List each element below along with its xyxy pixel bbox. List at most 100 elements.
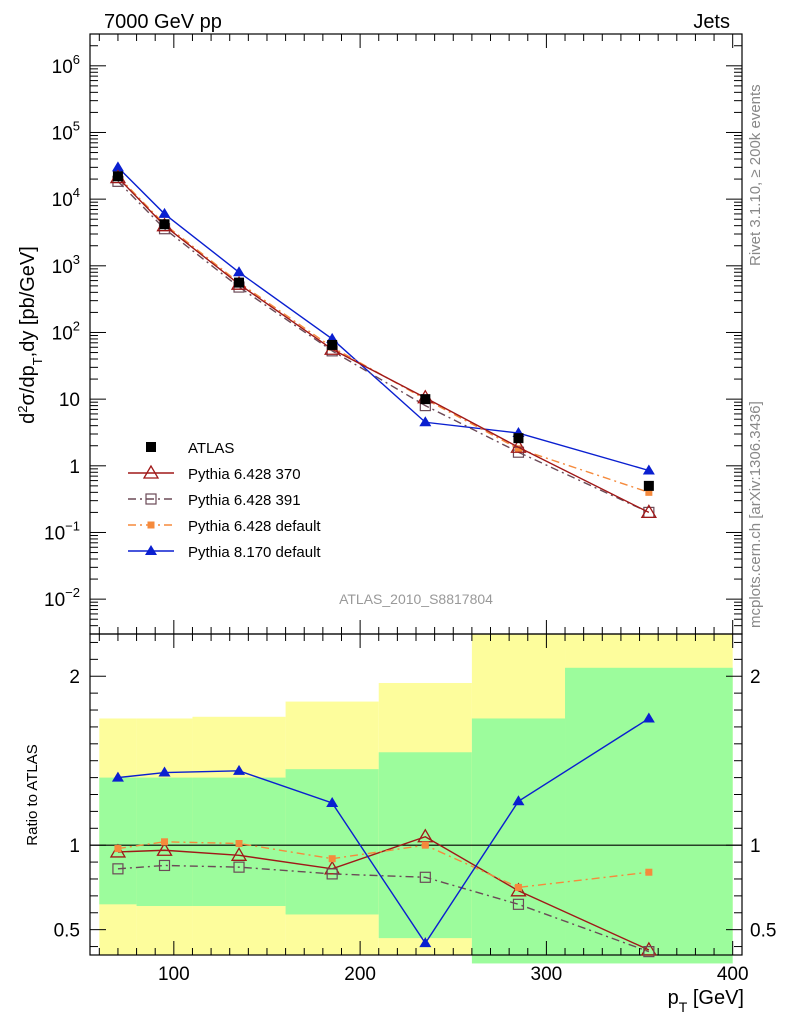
- ratio-series-p8def: [111, 712, 655, 948]
- series-line: [117, 177, 650, 514]
- band-inner: [565, 667, 733, 964]
- data-point: [326, 796, 339, 807]
- ratio-series-p391: [112, 859, 655, 958]
- legend-label: Pythia 6.428 391: [188, 492, 301, 509]
- legend-item-p370: Pythia 6.428 370: [128, 464, 301, 483]
- data-point: [145, 545, 157, 555]
- y-tick-label: 0.5: [750, 921, 776, 942]
- data-point: [512, 898, 525, 910]
- band-inner: [99, 777, 137, 905]
- data-point: [421, 841, 429, 849]
- legend-label: ATLAS: [188, 440, 234, 457]
- y-tick-label: 104: [52, 185, 80, 211]
- data-point: [230, 847, 248, 861]
- y-tick-label: 10: [59, 390, 80, 411]
- ratio-series-p6def: [114, 838, 653, 891]
- series-atlas: [112, 171, 654, 491]
- data-point: [147, 521, 155, 529]
- data-point: [327, 339, 338, 350]
- data-point: [233, 764, 246, 775]
- y-ticks-ratio: 0.5 0.5 1 1 2 2: [54, 641, 776, 948]
- y-axis-title-main: d2σ/dpT,dy [pb/GeV]: [15, 246, 45, 424]
- side-label-mcplots: mcplots.cern.ch [arXiv:1306.3436]: [747, 401, 764, 628]
- legend-label: Pythia 6.428 default: [188, 518, 321, 535]
- legend-label: Pythia 6.428 370: [188, 466, 301, 483]
- series-p8def: [111, 161, 655, 475]
- data-point: [420, 394, 431, 405]
- x-tick-label: 300: [531, 964, 563, 985]
- band-inner: [471, 718, 566, 964]
- plot-layers: 100 200 300 400 10−2 10−1 1 10 102 103 104 105 106 0.…: [44, 33, 776, 985]
- data-point: [161, 838, 169, 846]
- data-point: [234, 277, 245, 288]
- header-left: 7000 GeV pp: [104, 11, 222, 33]
- data-point: [156, 841, 173, 856]
- x-axis-title: pT [GeV]: [668, 987, 744, 1015]
- data-point: [645, 868, 653, 876]
- y-tick-label: 1: [69, 457, 80, 478]
- legend-item-p6def: Pythia 6.428 default: [128, 518, 321, 535]
- data-point: [145, 493, 157, 505]
- legend-item-p8def: Pythia 8.170 default: [128, 544, 321, 561]
- x-tick-label: 100: [158, 964, 190, 985]
- data-point: [643, 946, 655, 958]
- data-point: [513, 433, 524, 444]
- data-point: [112, 171, 123, 182]
- x-tick-label: 200: [344, 964, 376, 985]
- legend: ATLAS Pythia 6.428 370 Pythia 6.428 391 Pyt…: [128, 440, 321, 561]
- y-tick-label: 2: [750, 667, 761, 688]
- header-right: Jets: [693, 11, 730, 33]
- data-point: [111, 161, 124, 172]
- legend-item-atlas: ATLAS: [146, 440, 234, 457]
- analysis-id: ATLAS_2010_S8817804: [339, 591, 493, 607]
- y-tick-label: 0.5: [54, 921, 80, 942]
- data-point: [324, 860, 341, 875]
- series-line: [117, 166, 650, 472]
- y-tick-label: 10−1: [44, 518, 80, 544]
- y-axis-title-ratio: Ratio to ATLAS: [24, 744, 41, 845]
- data-point: [510, 438, 527, 453]
- side-label-rivet: Rivet 3.1.10, ≥ 200k events: [747, 84, 764, 266]
- ratio-bands: [99, 634, 733, 964]
- x-ticks: 100 200 300 400: [98, 34, 749, 985]
- data-point: [233, 266, 246, 277]
- data-point: [158, 859, 171, 872]
- data-point: [642, 712, 655, 723]
- y-tick-label: 1: [750, 836, 761, 857]
- x-tick-label: 400: [717, 964, 749, 985]
- y-tick-label: 2: [69, 667, 80, 688]
- y-tick-label: 102: [52, 318, 80, 344]
- legend-label: Pythia 8.170 default: [188, 544, 321, 561]
- data-point: [514, 445, 522, 453]
- data-point: [514, 883, 522, 891]
- data-point: [235, 839, 243, 847]
- data-point: [112, 863, 124, 875]
- data-point: [640, 504, 657, 519]
- svg-text:d2σ/dpT,dy [pb/GeV]: d2σ/dpT,dy [pb/GeV]: [15, 246, 45, 424]
- y-ticks-main: 10−2 10−1 1 10 102 103 104 105 106: [44, 33, 742, 635]
- y-tick-label: 10−2: [44, 585, 80, 611]
- data-point: [146, 442, 156, 452]
- data-point: [158, 207, 171, 218]
- data-point: [642, 464, 655, 475]
- band-inner: [285, 769, 379, 915]
- data-point: [111, 771, 124, 782]
- y-tick-label: 105: [52, 118, 80, 144]
- data-point: [159, 219, 170, 230]
- series-line: [117, 180, 650, 514]
- data-point: [643, 480, 654, 491]
- data-point: [419, 937, 432, 948]
- data-point: [419, 871, 431, 883]
- data-point: [640, 941, 657, 956]
- data-point: [233, 861, 245, 873]
- data-point: [419, 416, 432, 427]
- data-point: [114, 845, 122, 853]
- data-point: [142, 464, 160, 479]
- data-point: [512, 795, 525, 806]
- y-tick-label: 1: [69, 836, 80, 857]
- data-point: [328, 855, 336, 863]
- data-point: [158, 766, 171, 777]
- data-point: [645, 488, 653, 496]
- data-point: [326, 868, 338, 880]
